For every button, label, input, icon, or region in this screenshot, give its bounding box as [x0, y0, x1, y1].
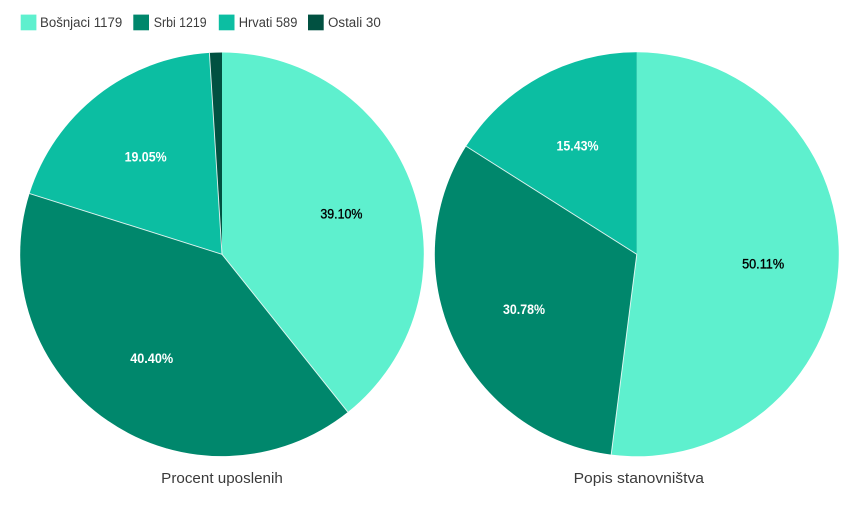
svg-text:Procent uposlenih: Procent uposlenih	[161, 471, 283, 487]
svg-text:Hrvati 589: Hrvati 589	[239, 15, 298, 30]
svg-text:Ostali 30: Ostali 30	[328, 15, 381, 30]
svg-text:50.11%: 50.11%	[742, 256, 784, 271]
svg-text:30.78%: 30.78%	[503, 302, 545, 317]
svg-text:Srbi 1219: Srbi 1219	[154, 15, 207, 30]
svg-text:15.43%: 15.43%	[557, 139, 599, 154]
svg-text:39.10%: 39.10%	[320, 206, 362, 221]
svg-text:Bošnjaci 1179: Bošnjaci 1179	[40, 15, 122, 30]
svg-text:19.05%: 19.05%	[125, 149, 167, 164]
svg-text:Popis stanovništva: Popis stanovništva	[574, 471, 705, 487]
svg-text:40.40%: 40.40%	[130, 351, 173, 366]
